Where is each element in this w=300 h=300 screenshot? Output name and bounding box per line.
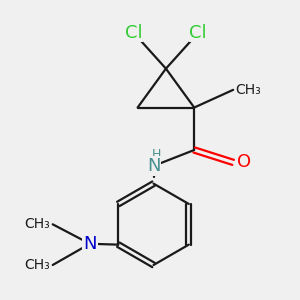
Text: N: N xyxy=(83,235,97,253)
Text: CH₃: CH₃ xyxy=(24,258,50,272)
Text: Cl: Cl xyxy=(125,24,143,42)
Text: O: O xyxy=(237,153,251,171)
Text: CH₃: CH₃ xyxy=(235,83,261,97)
Text: H: H xyxy=(151,148,161,160)
Text: N: N xyxy=(147,157,160,175)
Text: Cl: Cl xyxy=(189,24,207,42)
Text: CH₃: CH₃ xyxy=(24,217,50,231)
